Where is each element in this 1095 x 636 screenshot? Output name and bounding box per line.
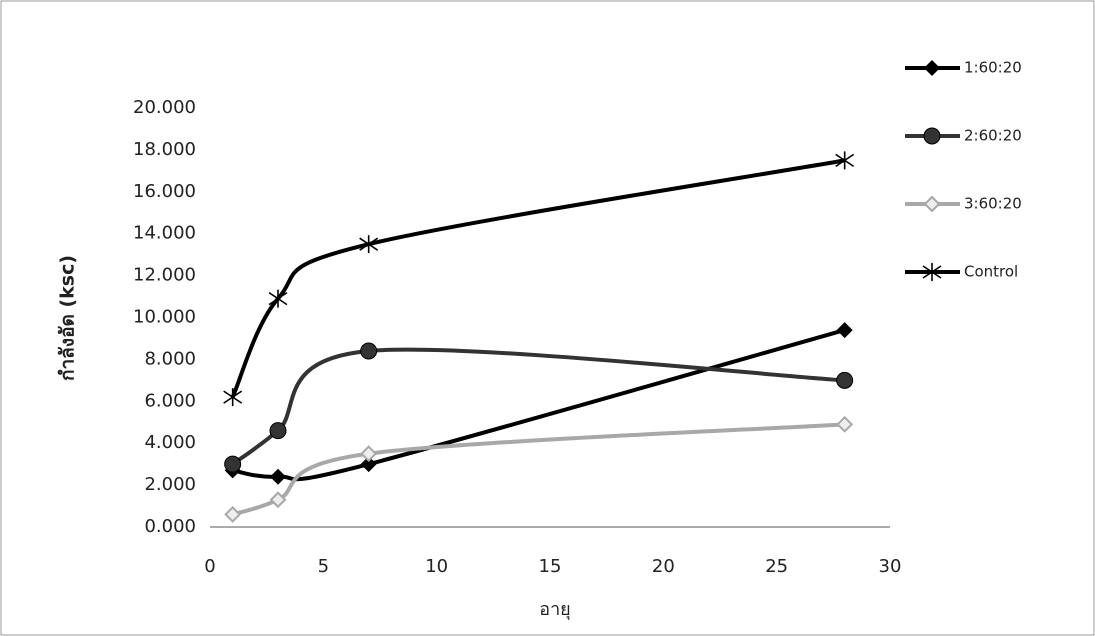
marker	[923, 127, 941, 145]
marker	[924, 60, 940, 76]
series-line	[232, 422, 845, 517]
y-tick-label: 6.000	[144, 390, 196, 411]
y-tick-label: 4.000	[144, 432, 196, 453]
y-tick-label: 12.000	[133, 265, 196, 286]
x-tick-label: 0	[204, 556, 215, 577]
x-tick-label: 25	[765, 556, 788, 577]
marker	[269, 491, 287, 509]
y-tick-label: 14.000	[133, 223, 196, 244]
x-tick-label: 5	[318, 556, 329, 577]
legend-label: 3:60:20	[964, 195, 1022, 213]
y-tick-label: 16.000	[133, 181, 196, 202]
marker	[836, 322, 853, 339]
y-tick-label: 20.000	[133, 97, 196, 118]
marker	[835, 151, 855, 170]
y-axis-label: กำลังอัด (ksc)	[57, 255, 79, 381]
legend-label: 2:60:20	[964, 127, 1022, 145]
marker	[223, 388, 243, 407]
y-tick-label: 0.000	[144, 516, 196, 537]
marker	[224, 455, 242, 473]
marker	[923, 195, 941, 213]
marker	[270, 468, 286, 485]
marker	[360, 342, 378, 360]
marker	[224, 506, 242, 523]
marker	[922, 263, 942, 281]
legend-label: 1:60:20	[964, 59, 1022, 77]
y-tick-label: 8.000	[144, 348, 196, 369]
marker	[269, 422, 287, 440]
y-tick-label: 18.000	[133, 139, 196, 160]
marker	[836, 415, 854, 433]
x-tick-label: 20	[652, 556, 675, 577]
legend-label: Control	[964, 263, 1018, 281]
series-line	[231, 347, 845, 466]
x-tick-label: 15	[539, 556, 562, 577]
x-tick-label: 10	[425, 556, 448, 577]
x-axis-label: อายุ	[539, 599, 570, 620]
marker	[359, 235, 379, 254]
y-tick-label: 10.000	[133, 307, 196, 328]
marker	[360, 456, 377, 473]
series-line	[230, 158, 846, 398]
marker	[268, 289, 288, 308]
x-tick-label: 30	[879, 556, 902, 577]
y-tick-label: 2.000	[144, 474, 196, 495]
marker	[360, 445, 378, 463]
series-line	[232, 328, 846, 482]
marker	[836, 371, 854, 389]
